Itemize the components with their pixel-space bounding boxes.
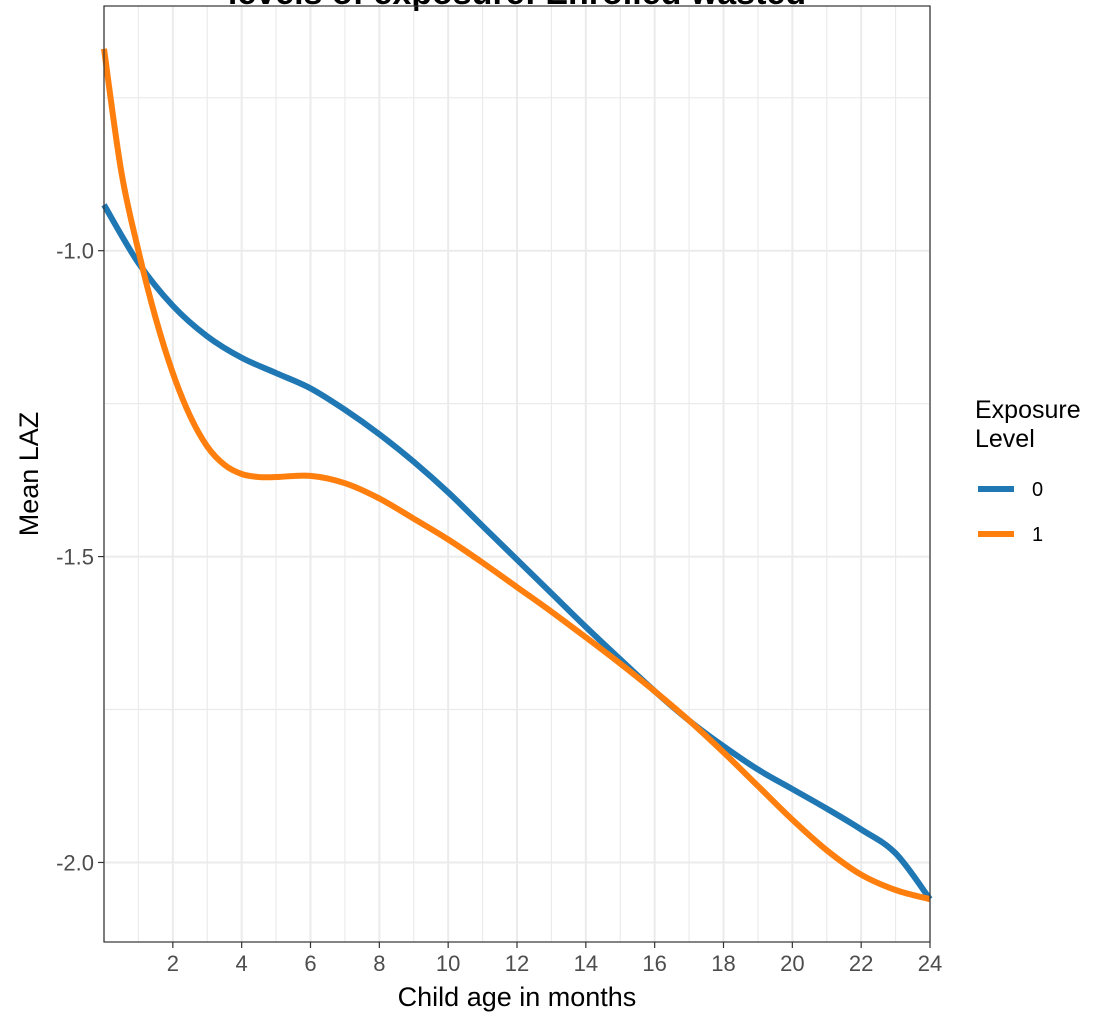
x-tick-label: 22	[849, 951, 873, 976]
legend: Exposure Level 01	[975, 396, 1081, 546]
y-tick-label: -1.5	[56, 545, 94, 570]
x-axis-title: Child age in months	[398, 982, 637, 1012]
y-tick-label: -2.0	[56, 850, 94, 875]
legend-items: 01	[978, 479, 1043, 546]
x-tick-label: 8	[373, 951, 385, 976]
series-lines	[101, 48, 933, 903]
series-line-1	[101, 48, 931, 903]
x-tick-label: 10	[436, 951, 460, 976]
legend-label-1: 1	[1032, 524, 1043, 546]
grid-lines	[103, 6, 931, 942]
legend-title-line-1: Exposure	[975, 396, 1081, 424]
x-tick-label: 2	[167, 951, 179, 976]
x-tick-label: 24	[918, 951, 942, 976]
x-tick-label: 6	[304, 951, 316, 976]
y-axis-title: Mean LAZ	[14, 412, 44, 537]
series-line-0	[101, 203, 933, 901]
x-tick-label: 18	[711, 951, 735, 976]
legend-title-line-2: Level	[975, 425, 1035, 453]
x-tick-label: 16	[642, 951, 666, 976]
x-tick-label: 20	[780, 951, 804, 976]
axis-ticks: 2 4 6 8 10 12 14 16 18 20 22 24-1.0-1.5-2.0	[56, 239, 942, 976]
x-tick-label: 4	[236, 951, 248, 976]
y-tick-label: -1.0	[56, 239, 94, 264]
legend-label-0: 0	[1032, 479, 1043, 501]
x-tick-label: 14	[574, 951, 598, 976]
x-tick-label: 12	[505, 951, 529, 976]
